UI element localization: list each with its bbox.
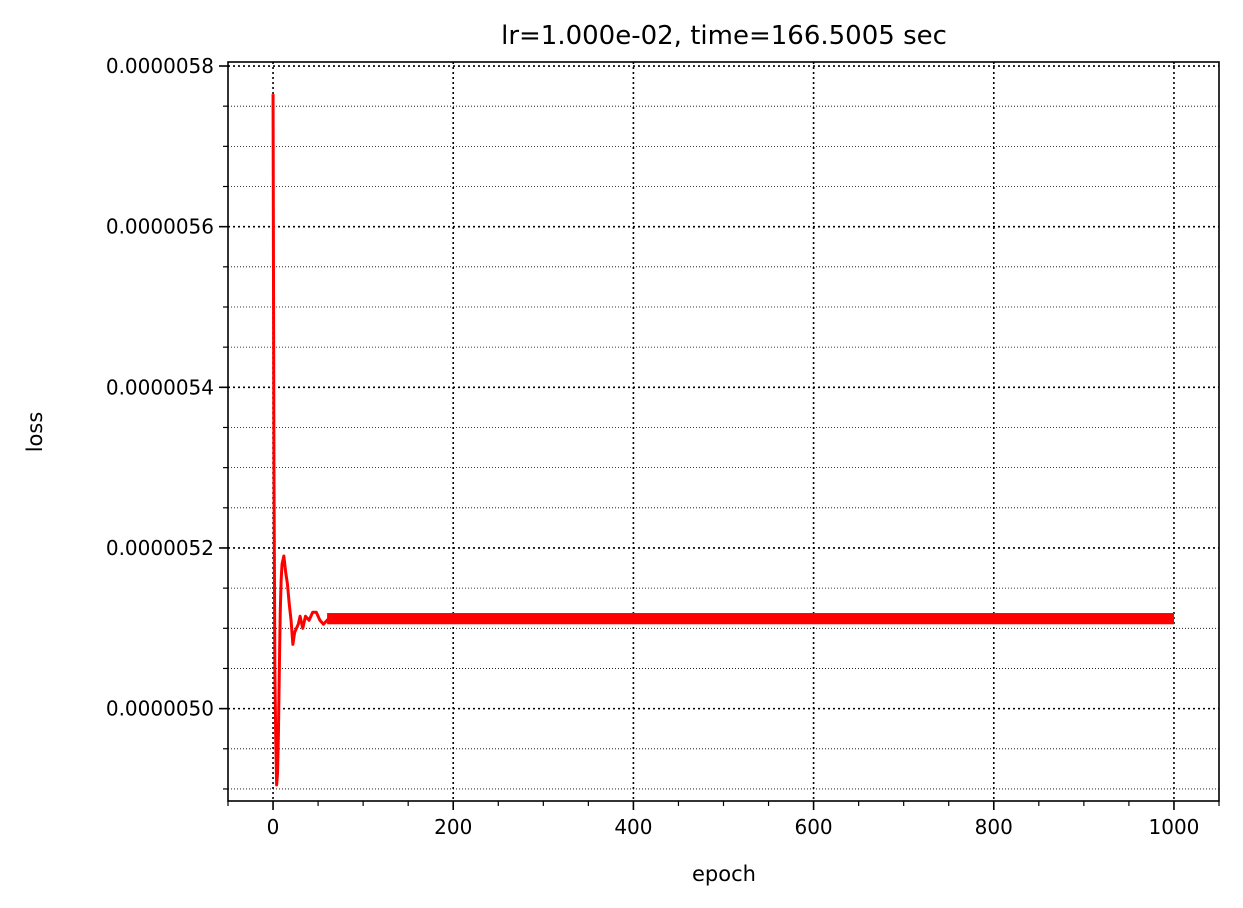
y-axis-label: loss <box>23 412 47 453</box>
y-tick-label: 0.0000054 <box>106 375 214 399</box>
loss-oscillation-band <box>327 613 1174 625</box>
y-tick-label: 0.0000050 <box>106 697 214 721</box>
x-axis-label: epoch <box>692 862 756 886</box>
chart-title: lr=1.000e-02, time=166.5005 sec <box>501 21 947 51</box>
x-tick-label: 400 <box>614 815 652 839</box>
x-tick-label: 200 <box>434 815 472 839</box>
y-tick-label: 0.0000056 <box>106 215 214 239</box>
series-layer <box>271 94 1174 787</box>
x-tick-label: 0 <box>267 815 280 839</box>
x-tick-label: 1000 <box>1149 815 1200 839</box>
y-tick-label: 0.0000058 <box>106 54 214 78</box>
x-tick-label: 800 <box>975 815 1013 839</box>
grid-layer <box>228 62 1219 801</box>
tick-layer: 0.0000050 0.0000052 0.0000054 0.0000056 0.00… <box>106 54 1220 839</box>
y-tick-label: 0.0000052 <box>106 536 214 560</box>
x-tick-label: 600 <box>794 815 832 839</box>
